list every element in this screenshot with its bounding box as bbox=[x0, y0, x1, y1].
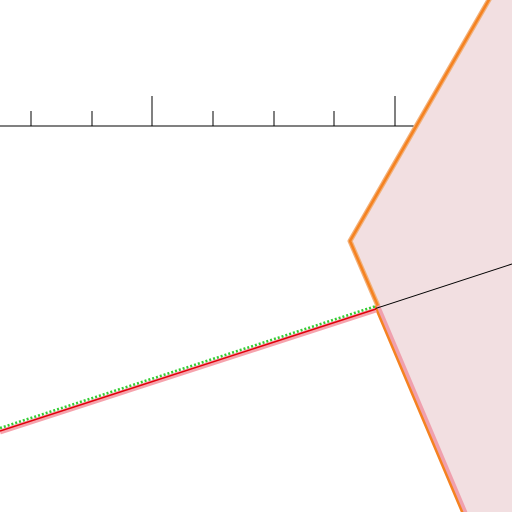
filled-polygon-region bbox=[347, 0, 512, 512]
red-line-halo bbox=[0, 307, 377, 435]
polygon-fill bbox=[350, 0, 512, 512]
green-dotted-line bbox=[0, 304, 377, 430]
polygon-edge-lower bbox=[373, 305, 464, 512]
red-line bbox=[0, 308, 377, 432]
polygon-edge-lower-halo bbox=[374, 304, 468, 512]
polygon-edge-upper bbox=[348, 0, 491, 307]
red-line-group bbox=[0, 307, 377, 435]
